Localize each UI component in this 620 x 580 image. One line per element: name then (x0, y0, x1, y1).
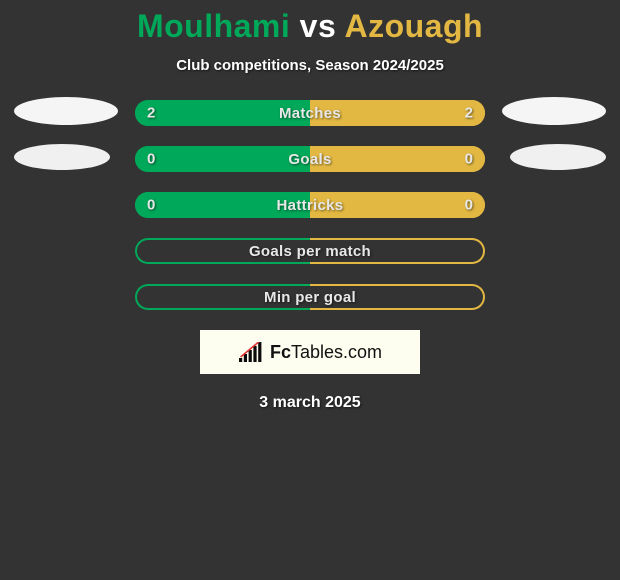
stat-bar: 0 0 Goals (135, 146, 485, 172)
logo-chart-icon (238, 342, 264, 362)
comparison-infographic: Moulhami vs Azouagh Club competitions, S… (0, 0, 620, 580)
bar-fill-right (310, 146, 485, 172)
title-player1: Moulhami (137, 8, 290, 44)
title-vs: vs (290, 8, 344, 44)
player-left-icon (14, 97, 118, 130)
logo-text: FcTables.com (270, 342, 382, 363)
stats-list: 2 2 Matches 0 0 Goals 0 0 Hattricks Goals per mat… (0, 100, 620, 310)
stat-bar: 0 0 Hattricks (135, 192, 485, 218)
stat-value-right: 0 (465, 197, 473, 214)
subtitle: Club competitions, Season 2024/2025 (0, 57, 620, 74)
stat-value-right: 2 (465, 105, 473, 122)
fctables-logo: FcTables.com (200, 330, 420, 374)
stat-row: 2 2 Matches (0, 100, 620, 126)
player-right-icon (502, 97, 606, 130)
stat-row: 0 0 Hattricks (0, 192, 620, 218)
stat-label: Matches (279, 105, 341, 122)
player-left-icon (14, 144, 110, 175)
stat-value-right: 0 (465, 151, 473, 168)
stat-row: Goals per match (0, 238, 620, 264)
stat-bar: Goals per match (135, 238, 485, 264)
bar-fill-left (135, 146, 310, 172)
stat-label: Hattricks (277, 197, 344, 214)
stat-value-left: 0 (147, 151, 155, 168)
stat-row: Min per goal (0, 284, 620, 310)
stat-label: Min per goal (264, 289, 356, 306)
logo-text-right: Tables (291, 342, 343, 362)
stat-bar: Min per goal (135, 284, 485, 310)
stat-bar: 2 2 Matches (135, 100, 485, 126)
stat-label: Goals per match (249, 243, 371, 260)
player-right-icon (510, 144, 606, 175)
comparison-date: 3 march 2025 (0, 394, 620, 412)
stat-value-left: 2 (147, 105, 155, 122)
logo-text-left: Fc (270, 342, 291, 362)
stat-label: Goals (288, 151, 331, 168)
stat-row: 0 0 Goals (0, 146, 620, 172)
stat-value-left: 0 (147, 197, 155, 214)
logo-text-suffix: .com (343, 342, 382, 362)
page-title: Moulhami vs Azouagh (0, 8, 620, 45)
title-player2: Azouagh (344, 8, 483, 44)
